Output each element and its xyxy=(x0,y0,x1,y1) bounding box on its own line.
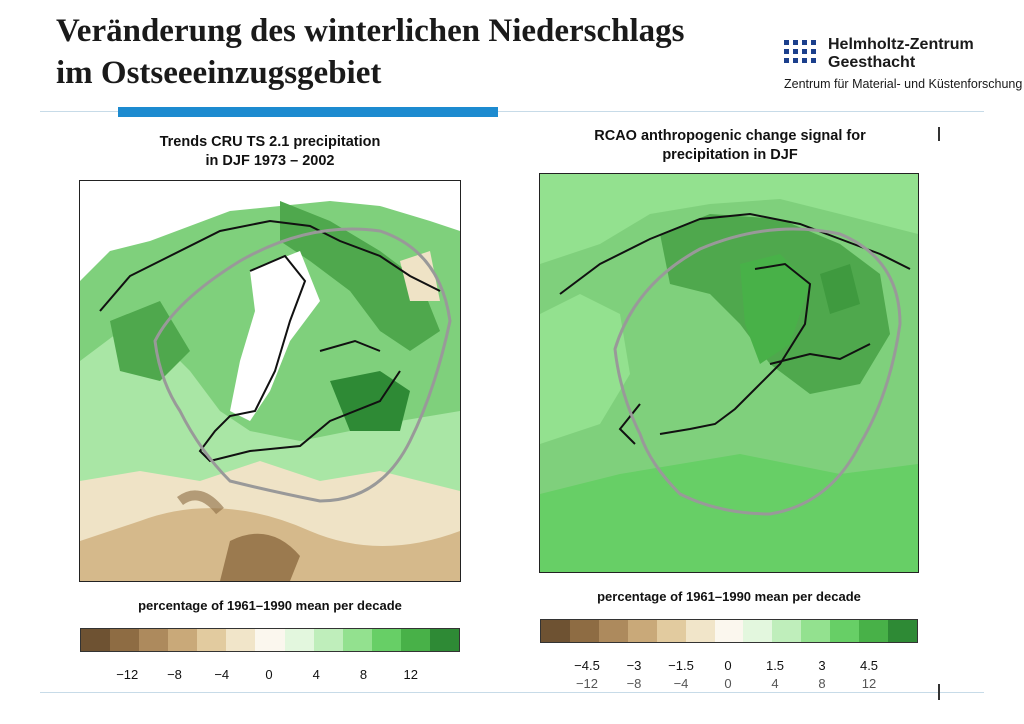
right-map-title-line1: RCAO anthropogenic change signal for xyxy=(594,128,866,144)
logo-dot-grid-icon xyxy=(784,40,816,63)
left-colorbar xyxy=(80,628,460,652)
left-colorbar-caption: percentage of 1961–1990 mean per decade xyxy=(138,598,402,613)
left-map-title-line2: in DJF 1973 – 2002 xyxy=(205,153,335,169)
colorbar-segment xyxy=(139,629,169,651)
colorbar-tick-label: −12 xyxy=(575,676,599,691)
colorbar-tick-label: 4 xyxy=(771,676,779,691)
colorbar-segment xyxy=(255,629,285,651)
logo-subtitle: Zentrum für Material- und Küstenforschun… xyxy=(784,77,1023,91)
colorbar-segment xyxy=(569,620,599,642)
right-map-title-line2: precipitation in DJF xyxy=(662,147,798,163)
colorbar-segment xyxy=(313,629,343,651)
slide-title: Veränderung des winterlichen Niederschla… xyxy=(56,10,756,94)
colorbar-tick-label: −12 xyxy=(116,667,139,682)
logo-org-line2: Geesthacht xyxy=(828,54,916,71)
footer-rule xyxy=(40,692,984,693)
colorbar-tick-label: −4 xyxy=(214,667,230,682)
hzg-logo: Helmholtz-Zentrum Geesthacht Zentrum für… xyxy=(782,34,1022,96)
left-map-field xyxy=(80,181,460,581)
colorbar-tick-label: −4.5 xyxy=(574,658,600,673)
colorbar-tick-label: 1.5 xyxy=(765,658,785,673)
colorbar-segment xyxy=(772,620,802,642)
colorbar-tick-label: 4.5 xyxy=(859,658,879,673)
colorbar-segment xyxy=(743,620,773,642)
colorbar-segment xyxy=(342,629,372,651)
colorbar-segment xyxy=(598,620,628,642)
slide-title-line2: im Ostseeeinzugsgebiet xyxy=(56,55,382,91)
colorbar-tick-label: −8 xyxy=(626,676,642,691)
header-rule xyxy=(40,111,984,112)
colorbar-tick-label: 4 xyxy=(312,667,320,682)
colorbar-tick-label: −4 xyxy=(673,676,689,691)
colorbar-segment xyxy=(830,620,860,642)
left-map-title: Trends CRU TS 2.1 precipitation in DJF 1… xyxy=(80,133,460,171)
colorbar-segment xyxy=(284,629,314,651)
colorbar-segment xyxy=(110,629,140,651)
colorbar-segment xyxy=(168,629,198,651)
colorbar-segment xyxy=(859,620,889,642)
colorbar-segment xyxy=(197,629,227,651)
logo-org-line1: Helmholtz-Zentrum xyxy=(828,36,974,53)
colorbar-tick-label: 8 xyxy=(359,667,368,682)
colorbar-segment xyxy=(429,629,460,651)
edge-mark xyxy=(938,127,940,141)
right-colorbar xyxy=(540,619,918,643)
colorbar-segment xyxy=(541,620,570,642)
colorbar-segment xyxy=(400,629,430,651)
colorbar-segment xyxy=(226,629,256,651)
colorbar-tick-label: −8 xyxy=(167,667,182,682)
colorbar-tick-label: −1.5 xyxy=(668,658,694,673)
colorbar-segment xyxy=(888,620,917,642)
slide-title-line1: Veränderung des winterlichen Niederschla… xyxy=(56,13,685,49)
colorbar-tick-label: 8 xyxy=(818,676,826,691)
colorbar-segment xyxy=(714,620,744,642)
colorbar-segment xyxy=(801,620,831,642)
colorbar-segment xyxy=(81,629,111,651)
right-map-field xyxy=(540,174,918,572)
colorbar-segment xyxy=(685,620,715,642)
colorbar-segment xyxy=(656,620,686,642)
edge-mark xyxy=(938,684,940,700)
colorbar-tick-label: 12 xyxy=(861,676,877,691)
right-map-change-signal xyxy=(539,173,919,573)
right-colorbar-caption: percentage of 1961–1990 mean per decade xyxy=(597,589,861,604)
colorbar-tick-label: 12 xyxy=(403,667,418,682)
colorbar-tick-label: −3 xyxy=(626,658,642,673)
colorbar-segment xyxy=(371,629,401,651)
colorbar-tick-label: 3 xyxy=(818,658,826,673)
left-map-title-line1: Trends CRU TS 2.1 precipitation xyxy=(159,134,381,150)
header-accent-bar xyxy=(118,107,498,117)
colorbar-tick-label: 0 xyxy=(724,658,732,673)
left-map-precipitation-trends xyxy=(79,180,461,582)
colorbar-segment xyxy=(627,620,657,642)
colorbar-tick-label: 0 xyxy=(265,667,273,682)
right-map-title: RCAO anthropogenic change signal for pre… xyxy=(535,127,925,165)
colorbar-tick-label: 0 xyxy=(724,676,732,691)
